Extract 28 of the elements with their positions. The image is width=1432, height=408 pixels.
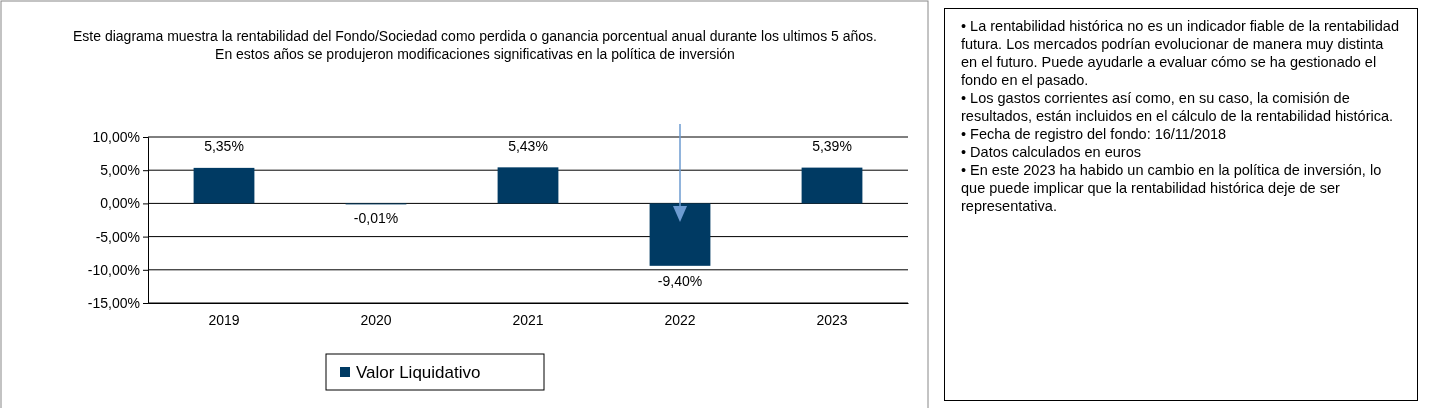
- y-tick-label: 5,00%: [100, 162, 140, 179]
- x-tick-label: 2019: [208, 311, 240, 328]
- y-tick-label: -5,00%: [95, 228, 140, 245]
- data-label: -0,01%: [353, 210, 399, 227]
- data-label: -9,40%: [657, 272, 703, 289]
- chart-title: Este diagrama muestra la rentabilidad del Fondo/Sociedad como perdida o ganancia porcentual anual durante los ultimos 5 años.: [73, 28, 877, 44]
- bar: [649, 203, 711, 266]
- x-tick-label: 2020: [360, 311, 392, 328]
- legend-label: Valor Liquidativo: [356, 363, 481, 382]
- data-label: 5,43%: [508, 138, 548, 154]
- y-tick-label: 10,00%: [92, 128, 140, 145]
- x-tick-label: 2023: [816, 311, 848, 328]
- y-tick-label: -10,00%: [87, 261, 140, 278]
- bar: [193, 167, 255, 204]
- text: • Los gastos corrientes así como, en su caso, la comisión de resultados, están incluidos en el cálculo de la rentabilidad histórica.: [961, 89, 1395, 125]
- bar: [801, 167, 863, 204]
- x-tick-label: 2021: [512, 311, 544, 328]
- y-tick-label: 0,00%: [100, 195, 140, 212]
- text: • Fecha de registro del fondo: 16/11/2018: [961, 125, 1228, 143]
- text: • Datos calculados en euros: [961, 143, 1142, 161]
- text: • La rentabilidad histórica no es un indicador fiable de la rentabilidad futura. Los mercados podrían evolucionar de manera muy distinta en el futuro. Puede ayudarle a evaluar cómo se ha gestionado el fondo en el pasado.: [961, 17, 1400, 89]
- bar: [497, 167, 559, 204]
- data-label: 5,39%: [812, 138, 852, 154]
- data-label: 5,35%: [204, 138, 244, 154]
- x-tick-label: 2022: [664, 311, 696, 328]
- text: • En este 2023 ha habido un cambio en la política de inversión, lo que puede implicar que la rentabilidad histórica deje de ser representativa.: [961, 161, 1383, 215]
- chart-subtitle: En estos años se produjeron modificaciones significativas en la política de inversión: [215, 46, 735, 62]
- y-tick-label: -15,00%: [87, 294, 140, 311]
